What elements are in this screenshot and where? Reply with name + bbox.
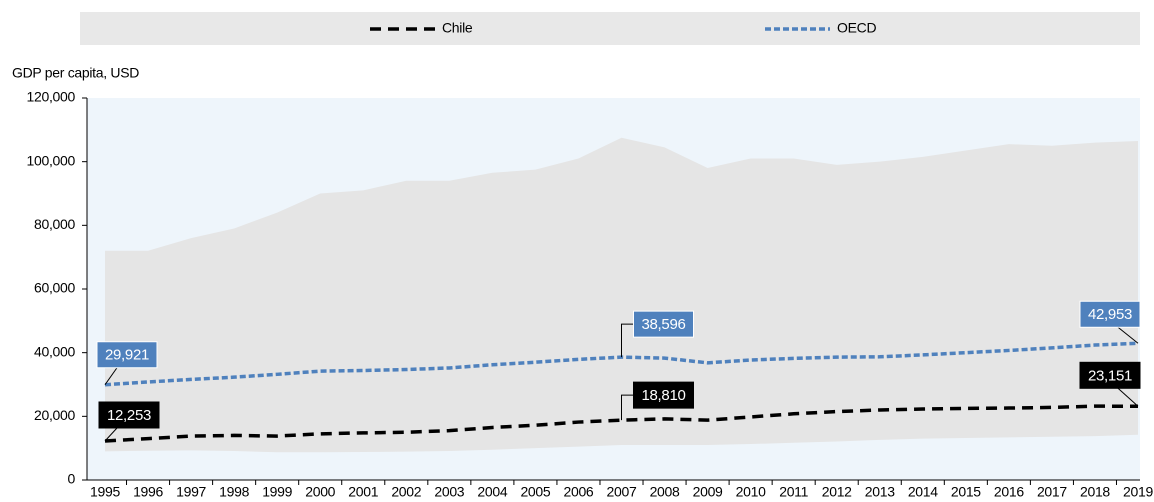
value-label: 18,810 [641,387,685,404]
y-tick-label: 20,000 [34,407,76,423]
x-tick-label: 2017 [1037,484,1067,500]
value-label-box [98,401,160,429]
value-label-connector [104,367,118,386]
x-tick-label: 2015 [951,484,981,500]
x-tick-label: 2010 [736,484,766,500]
x-tick-label: 2018 [1080,484,1110,500]
legend-label: Chile [442,20,473,36]
x-tick-label: 1996 [133,484,163,500]
x-tick-label: 2000 [305,484,335,500]
x-tick-label: 2001 [348,484,378,500]
x-tick-label: 2016 [994,484,1024,500]
y-tick-label: 40,000 [34,343,76,359]
x-tick-label: 1999 [262,484,292,500]
y-tick-label: 80,000 [34,216,76,232]
value-label-box [1079,361,1141,389]
y-tick-label: 100,000 [26,152,75,168]
x-tick-label: 2006 [563,484,593,500]
x-tick-label: 2012 [822,484,852,500]
y-tick-label: 120,000 [26,89,75,105]
value-label-box [633,310,694,338]
legend-background [80,12,1140,45]
value-label-connector [104,427,118,442]
x-tick-label: 2004 [477,484,507,500]
y-tick-label: 0 [68,471,76,487]
value-label-box [1079,300,1141,328]
x-tick-label: 2009 [693,484,723,500]
y-tick-label: 60,000 [34,280,76,296]
line [104,404,1139,443]
x-tick-label: 2008 [650,484,680,500]
value-label-connector [1117,326,1139,344]
x-tick-label: 2003 [434,484,464,500]
value-label-connector [621,323,634,358]
value-label: 38,596 [641,316,685,333]
legend-label: OECD [837,20,876,36]
x-tick-label: 2005 [520,484,550,500]
x-tick-label: 2007 [607,484,637,500]
value-label: 12,253 [107,407,151,424]
x-tick-label: 2019 [1123,484,1153,500]
x-tick-label: 1998 [219,484,249,500]
x-tick-label: 1995 [90,484,120,500]
range-band [105,137,1138,453]
value-label: 42,953 [1088,306,1132,323]
x-tick-label: 2002 [391,484,421,500]
x-tick-label: 2011 [779,484,808,500]
value-label-box [96,341,158,369]
value-label: 23,151 [1088,367,1132,384]
x-tick-label: 2013 [865,484,895,500]
value-label-connector [1117,387,1139,407]
value-label-box [633,381,694,409]
y-axis-label: GDP per capita, USD [12,65,139,81]
x-tick-label: 1997 [176,484,206,500]
value-label: 29,921 [105,347,149,364]
x-tick-label: 2014 [908,484,938,500]
value-label-connector [621,394,634,421]
